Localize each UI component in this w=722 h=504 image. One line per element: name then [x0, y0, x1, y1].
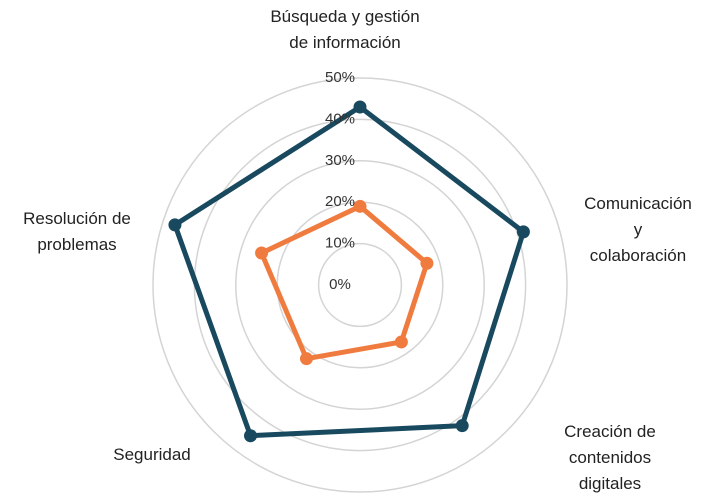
data-point [516, 225, 530, 239]
data-point [420, 256, 434, 270]
r-tick-label: 30% [325, 152, 355, 169]
category-label: Creación de contenidos digitales [564, 422, 656, 493]
data-point [168, 218, 182, 232]
data-point [353, 199, 367, 213]
series-line [172, 104, 526, 439]
data-point [299, 352, 313, 366]
data-point [455, 419, 469, 433]
category-label: Seguridad [113, 445, 191, 464]
data-point [353, 100, 367, 114]
r-tick-label: 50% [325, 69, 355, 86]
data-point [255, 246, 269, 260]
grid-circle [152, 77, 568, 493]
grid-circle [193, 118, 527, 452]
category-label: Comunicación y colaboración [584, 194, 692, 265]
grid-circle [317, 242, 403, 328]
series-line [259, 203, 430, 362]
data-point [243, 429, 257, 443]
category-label: Búsqueda y gestión de información [270, 7, 420, 52]
grid-circle [235, 160, 485, 410]
r-tick-label: 10% [325, 235, 355, 252]
r-tick-label: 40% [325, 110, 355, 127]
data-point [394, 335, 408, 349]
category-label: Resolución de problemas [23, 209, 131, 254]
r-tick-label: 0% [329, 276, 351, 293]
r-tick-label: 20% [325, 193, 355, 210]
